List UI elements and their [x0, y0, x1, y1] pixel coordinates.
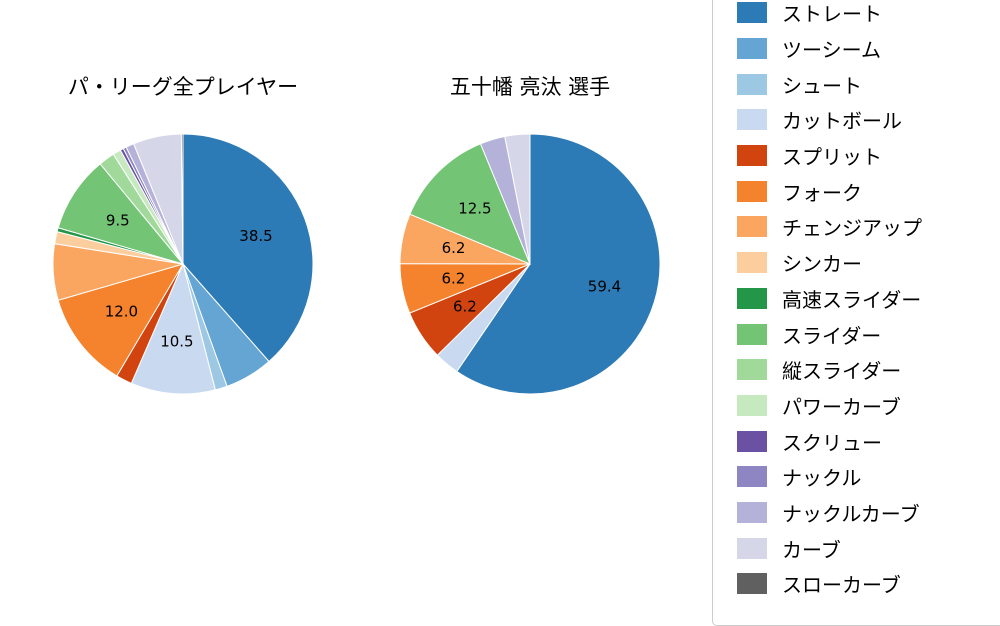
right-pie-title: 五十幡 亮汰 選手: [449, 75, 611, 99]
legend-label: フォーク: [782, 180, 862, 205]
pie-slice-フォーク: [57, 263, 185, 377]
legend-item-スローカーブ: スローカーブ: [737, 566, 1000, 602]
legend-swatch: [737, 359, 767, 381]
legend-swatch: [737, 466, 767, 488]
legend-label: シュート: [782, 73, 862, 98]
pitch-type-legend: ストレートツーシームシュートカットボール スプリットフォークチェンジアップ シンカー…: [712, 0, 1000, 626]
legend-label: スクリュー: [782, 430, 882, 455]
legend-label: シンカー: [782, 252, 862, 277]
legend-label: ナックルカーブ: [782, 501, 920, 526]
legend-label: チェンジアップ: [782, 216, 922, 241]
pie-value-label: 6.2: [442, 239, 466, 257]
legend-item-スクリュー: スクリュー: [737, 423, 1000, 459]
legend-label: ストレート: [782, 2, 882, 27]
legend-swatch: [737, 430, 767, 452]
legend-label: パワーカーブ: [782, 394, 901, 419]
legend-swatch: [737, 323, 767, 345]
plot-canvas: パ・リーグ全プレイヤー 五十幡 亮汰 選手 38.5 10.5 12.0 9.5 59.…: [52, 0, 1000, 626]
legend-swatch: [737, 109, 767, 131]
pie-slice-スライダー: [57, 163, 185, 265]
legend-swatch: [737, 180, 767, 202]
legend-item-シンカー: シンカー: [737, 245, 1000, 281]
legend-item-シュート: シュート: [737, 66, 1000, 102]
legend-item-チェンジアップ: チェンジアップ: [737, 209, 1000, 245]
legend-item-パワーカーブ: パワーカーブ: [737, 388, 1000, 424]
pie-slice-ストレート: [182, 133, 314, 363]
legend-item-カーブ: カーブ: [737, 530, 1000, 566]
legend-label: カットボール: [782, 109, 902, 134]
pie-slice-カーブ: [504, 133, 531, 265]
legend-label: スライダー: [782, 323, 882, 348]
legend-item-ストレート: ストレート: [737, 0, 1000, 31]
legend-swatch: [737, 573, 767, 595]
legend-swatch: [737, 252, 767, 274]
legend-item-ナックルカーブ: ナックルカーブ: [737, 495, 1000, 531]
legend-swatch: [737, 73, 767, 95]
legend-item-スライダー: スライダー: [737, 316, 1000, 352]
pie-value-label: 59.4: [588, 278, 621, 296]
pie-value-label: 12.5: [458, 199, 491, 217]
legend-label: ツーシーム: [782, 38, 881, 63]
legend-swatch: [737, 2, 767, 24]
legend-label: カーブ: [782, 537, 841, 562]
pie-slice-ストレート: [456, 133, 661, 395]
legend-item-縦スライダー: 縦スライダー: [737, 352, 1000, 388]
pie-charts-svg: 38.5 10.5 12.0 9.5 59.4 6.2 6.2 6.2 12.5: [52, 133, 661, 395]
legend-swatch: [737, 38, 767, 60]
legend-item-ツーシーム: ツーシーム: [737, 31, 1000, 67]
pie-value-label: 12.0: [105, 302, 138, 320]
legend-label: スプリット: [782, 145, 882, 170]
legend-label: スローカーブ: [782, 573, 901, 598]
pie-value-label: 9.5: [106, 212, 130, 230]
legend-swatch: [737, 216, 767, 238]
legend-swatch: [737, 537, 767, 559]
pie-slice-カットボール: [130, 262, 216, 395]
legend-swatch: [737, 501, 767, 523]
legend-label: 高速スライダー: [782, 287, 922, 312]
legend-label: 縦スライダー: [782, 359, 902, 384]
legend-item-カットボール: カットボール: [737, 102, 1000, 138]
pie-slice-スライダー: [409, 143, 531, 265]
legend-item-フォーク: フォーク: [737, 173, 1000, 209]
legend-swatch: [737, 394, 767, 416]
pie-value-label: 10.5: [160, 332, 193, 350]
legend-item-高速スライダー: 高速スライダー: [737, 281, 1000, 317]
pie-value-label: 6.2: [453, 297, 477, 315]
pie-value-label: 6.2: [441, 269, 465, 287]
pie-slice-スローカーブ: [180, 133, 184, 265]
left-pie-title: パ・リーグ全プレイヤー: [67, 75, 299, 99]
legend-label: ナックル: [782, 466, 862, 491]
pie-value-label: 38.5: [239, 227, 272, 245]
legend-item-ナックル: ナックル: [737, 459, 1000, 495]
legend-swatch: [737, 145, 767, 167]
legend-items: ストレートツーシームシュートカットボール スプリットフォークチェンジアップ シンカー…: [737, 0, 1000, 602]
legend-swatch: [737, 287, 767, 309]
legend-item-スプリット: スプリット: [737, 138, 1000, 174]
